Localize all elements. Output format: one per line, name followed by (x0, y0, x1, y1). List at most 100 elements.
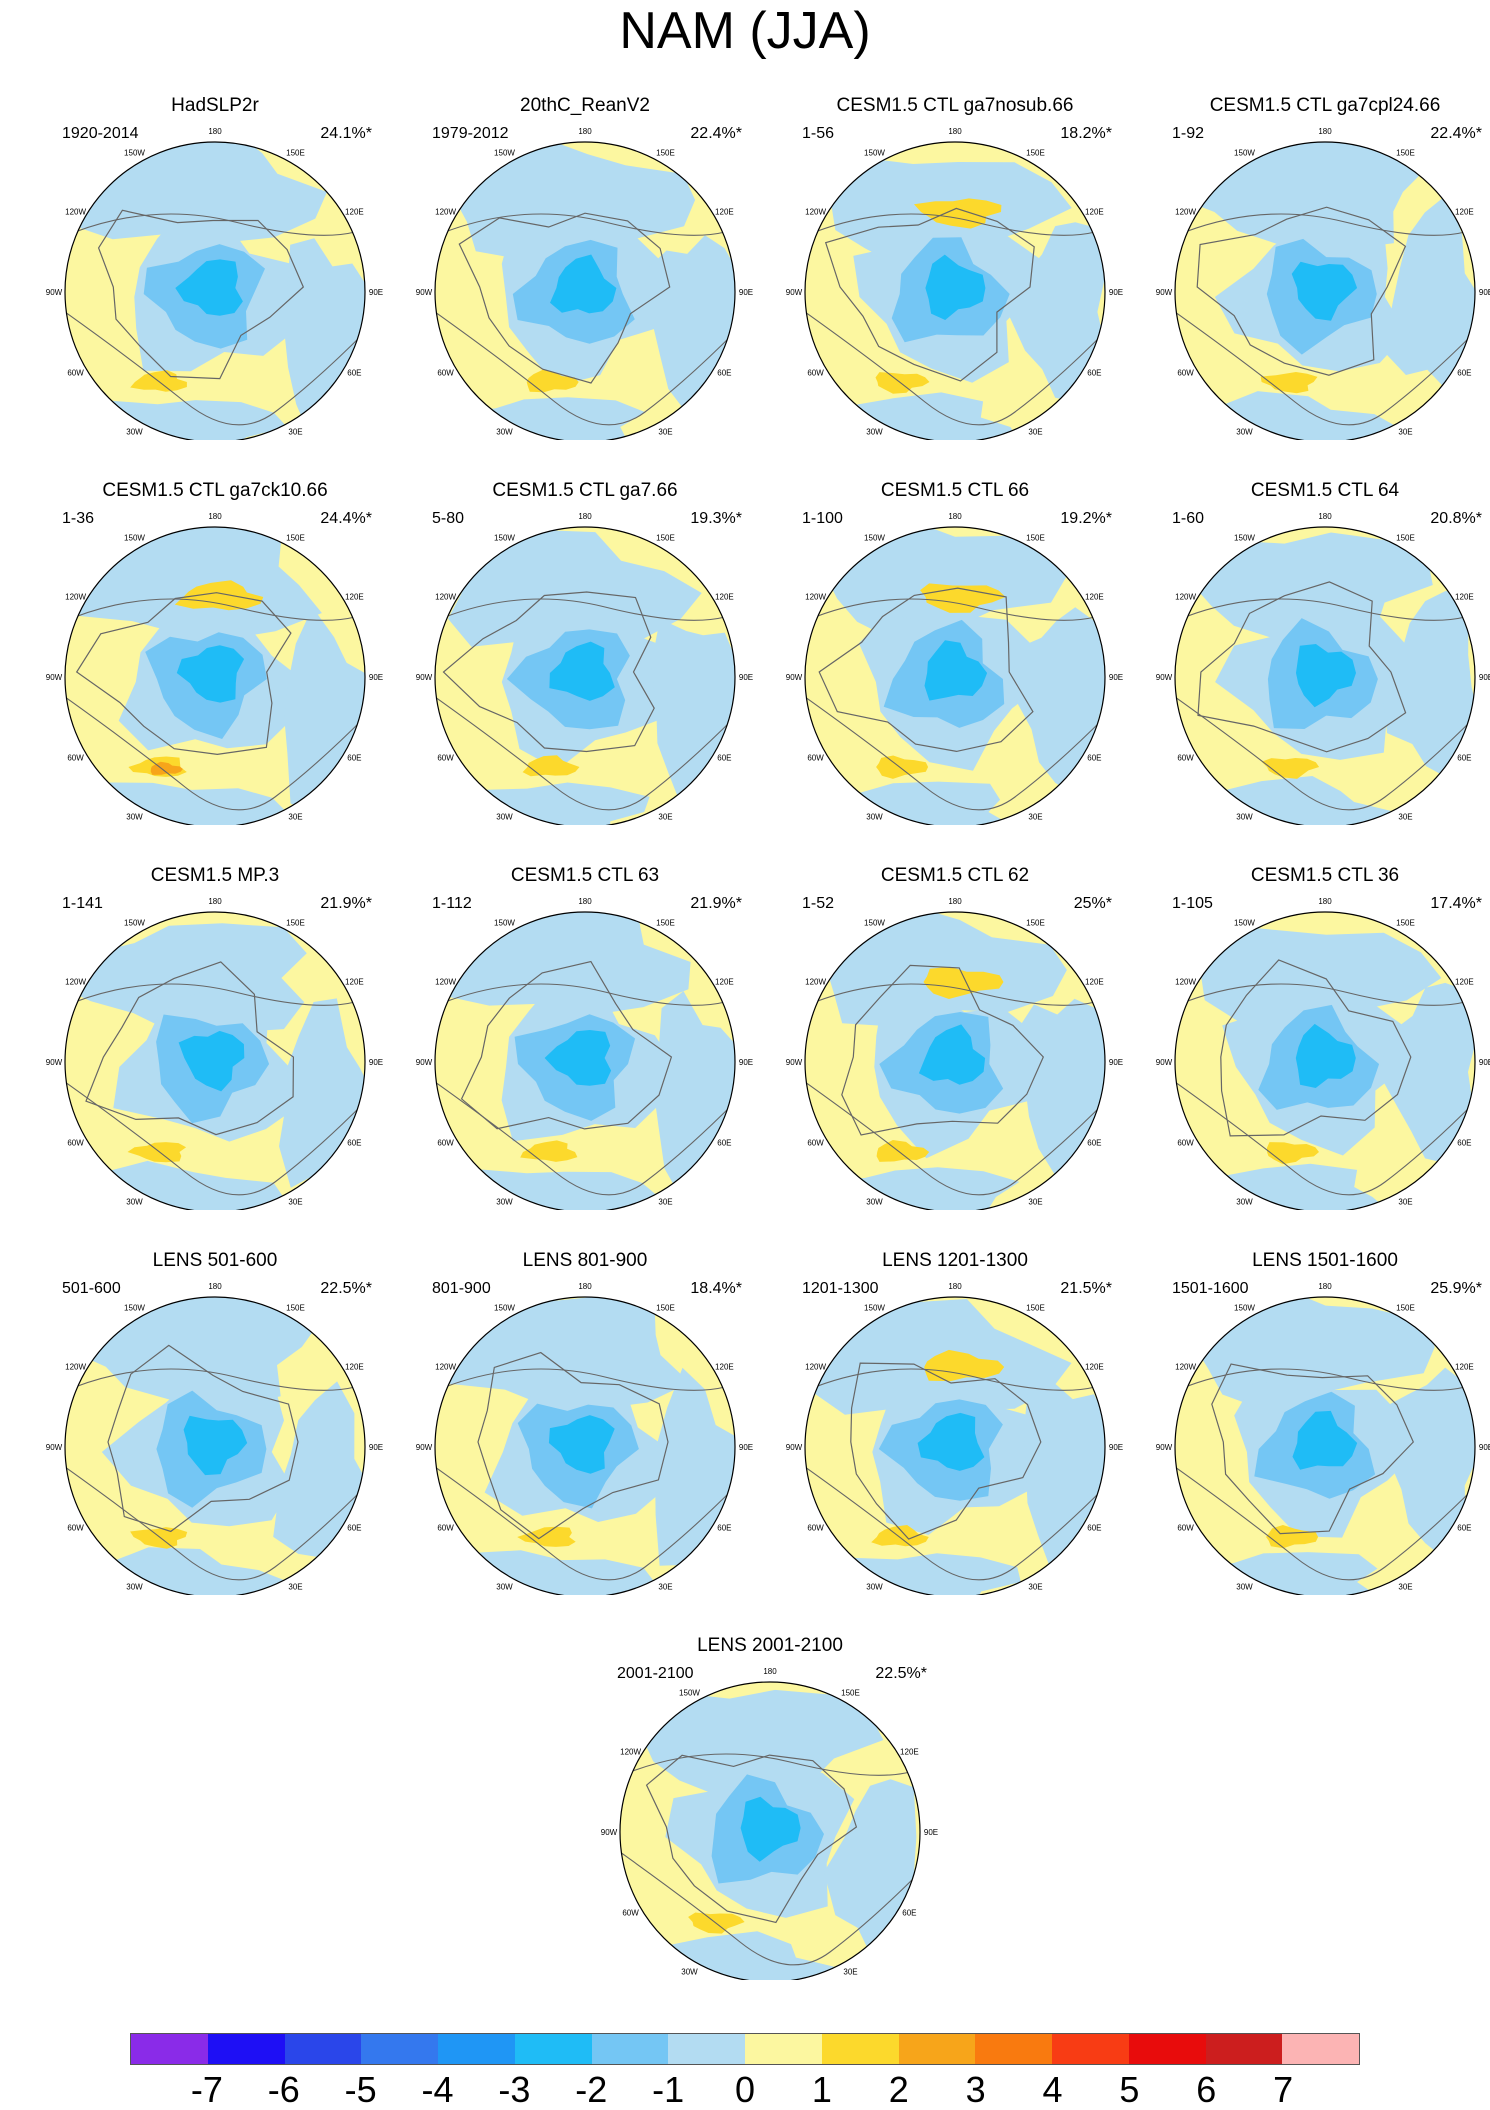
colorbar-tick-label: -6 (267, 2069, 300, 2110)
colorbar-cell (1052, 2034, 1129, 2064)
polar-map: 180150E120E90E60E30E030W60W90W120W150W (786, 1282, 1123, 1595)
longitude-label: 60W (1177, 1524, 1194, 1533)
longitude-label: 120W (805, 978, 826, 987)
panel-title: CESM1.5 CTL 64 (1250, 480, 1400, 501)
longitude-label: 120W (435, 593, 456, 602)
longitude-label: 30W (1236, 1582, 1253, 1591)
colorbar-cell (514, 2034, 592, 2064)
panel-period: 1-36 (62, 510, 95, 527)
longitude-label: 60E (1087, 369, 1101, 378)
panel-variance-percent: 24.4%* (320, 510, 372, 527)
panel-period: 501-600 (62, 1280, 121, 1297)
panel-period: 1-105 (1172, 895, 1213, 912)
longitude-label: 180 (1318, 897, 1332, 906)
panel-title: CESM1.5 CTL ga7nosub.66 (836, 95, 1074, 116)
longitude-label: 60E (347, 369, 361, 378)
longitude-label: 120E (715, 208, 734, 217)
panel-title: 20thC_ReanV2 (520, 95, 650, 116)
longitude-label: 60W (807, 1524, 824, 1533)
longitude-label: 120E (1085, 208, 1104, 217)
longitude-label: 150E (286, 534, 305, 543)
panel-variance-percent: 22.5%* (320, 1280, 372, 1297)
map-panel: 180150E120E90E60E30E030W60W90W120W150W LE… (30, 1250, 400, 1595)
longitude-label: 180 (578, 127, 592, 136)
longitude-label: 120W (435, 978, 456, 987)
panel-variance-percent: 22.5%* (875, 1665, 927, 1682)
longitude-label: 150E (656, 1304, 675, 1313)
longitude-label: 150E (656, 149, 675, 158)
longitude-label: 60W (437, 1524, 454, 1533)
map-panel: 180150E120E90E60E30E030W60W90W120W150WLE… (585, 1635, 955, 1980)
longitude-label: 120W (1175, 208, 1196, 217)
longitude-label: 30E (288, 812, 302, 821)
map-panel: 180150E120E90E60E30E030W60W90W120W150WCE… (400, 480, 770, 825)
panel-title: LENS 1501-1600 (1252, 1250, 1398, 1271)
longitude-label: 180 (208, 512, 222, 521)
longitude-label: 30E (1028, 812, 1042, 821)
longitude-label: 150W (679, 1689, 700, 1698)
longitude-label: 60E (717, 1139, 731, 1148)
longitude-label: 180 (1318, 512, 1332, 521)
longitude-label: 90W (416, 288, 433, 297)
longitude-label: 30W (866, 427, 883, 436)
longitude-label: 120E (345, 978, 364, 987)
colorbar-cell (131, 2034, 208, 2064)
longitude-label: 120E (715, 978, 734, 987)
longitude-label: 120E (900, 1748, 919, 1757)
longitude-label: 180 (763, 1667, 777, 1676)
longitude-label: 90E (1109, 288, 1123, 297)
longitude-label: 60E (347, 754, 361, 763)
longitude-label: 150E (656, 919, 675, 928)
longitude-label: 150W (1234, 534, 1255, 543)
colorbar-cell (745, 2034, 822, 2064)
polar-map: 180150E120E90E60E30E030W60W90W120W150W (46, 127, 383, 440)
longitude-label: 30W (496, 1582, 513, 1591)
panel-variance-percent: 19.3%* (690, 510, 742, 527)
longitude-label: 30W (1236, 812, 1253, 821)
longitude-label: 90W (1156, 1443, 1173, 1452)
longitude-label: 180 (208, 897, 222, 906)
longitude-label: 90W (46, 1443, 63, 1452)
longitude-label: 60E (717, 369, 731, 378)
longitude-label: 90W (601, 1828, 618, 1837)
longitude-label: 60W (437, 1139, 454, 1148)
panel-title: LENS 501-600 (152, 1250, 278, 1271)
colorbar-cell (361, 2034, 438, 2064)
panel-period: 1-92 (1172, 125, 1205, 142)
longitude-label: 30W (126, 427, 143, 436)
longitude-label: 60E (717, 1524, 731, 1533)
panel-title: CESM1.5 CTL 66 (880, 480, 1030, 501)
map-panel: 180150E120E90E60E30E030W60W90W120W150WCE… (30, 480, 400, 825)
polar-map: 180150E120E90E60E30E030W60W90W120W150W (601, 1667, 938, 1980)
longitude-label: 90W (416, 1058, 433, 1067)
longitude-label: 30W (1236, 1197, 1253, 1206)
longitude-label: 30E (288, 427, 302, 436)
longitude-label: 90E (739, 673, 753, 682)
panel-title: CESM1.5 CTL 63 (510, 865, 660, 886)
polar-map: 180150E120E90E60E30E030W60W90W120W150W (1156, 127, 1490, 440)
longitude-label: 120W (805, 593, 826, 602)
colorbar-cell (898, 2034, 976, 2064)
panel-variance-percent: 21.5%* (1060, 1280, 1112, 1297)
longitude-label: 120W (620, 1748, 641, 1757)
longitude-label: 30E (288, 1197, 302, 1206)
longitude-label: 30E (1398, 1197, 1412, 1206)
panel-period: 1920-2014 (62, 125, 139, 142)
colorbar-tick-label: 0 (734, 2069, 756, 2110)
longitude-label: 150W (1234, 1304, 1255, 1313)
colorbar-tick-label: 4 (1042, 2069, 1063, 2110)
longitude-label: 150E (1396, 1304, 1415, 1313)
colorbar-tick-label: 2 (888, 2069, 909, 2110)
panel-period: 1-100 (802, 510, 843, 527)
panel-period: 1-52 (802, 895, 835, 912)
polar-map: 180150E120E90E60E30E030W60W90W120W150W (46, 1282, 383, 1595)
longitude-label: 90E (1109, 1443, 1123, 1452)
longitude-label: 90E (369, 673, 383, 682)
longitude-label: 30W (496, 812, 513, 821)
colorbar-cell (668, 2034, 745, 2064)
panel-title: LENS 2001-2100 (697, 1635, 843, 1656)
map-panel: 180150E120E90E60E30E030W60W90W120W150WCE… (400, 865, 770, 1210)
map-panel: 180150E120E90E60E30E030W60W90W120W150WLE… (1140, 1250, 1490, 1595)
longitude-label: 120W (805, 208, 826, 217)
colorbar-cell (284, 2034, 362, 2064)
